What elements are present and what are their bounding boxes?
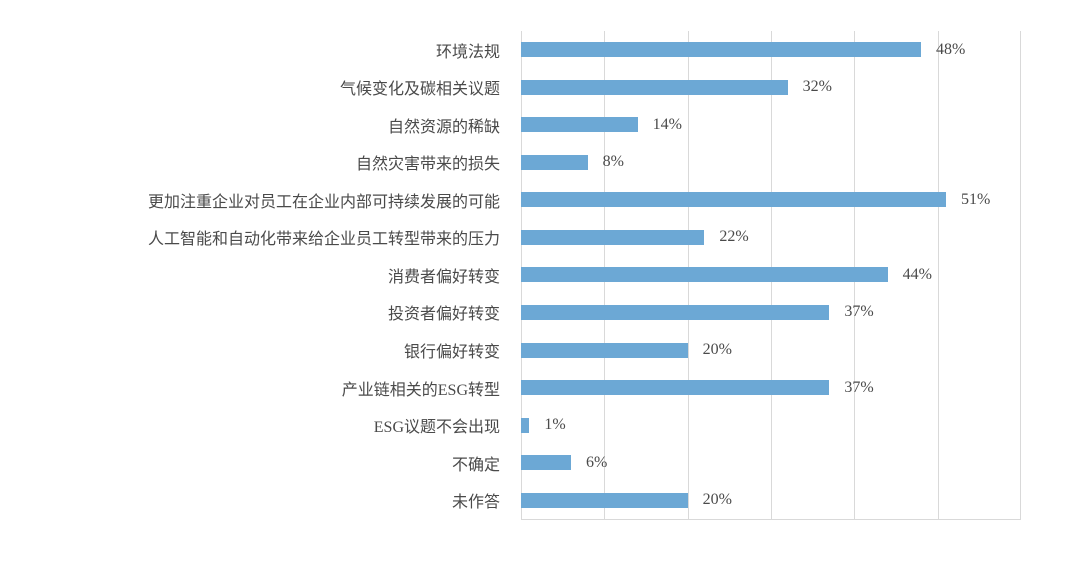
value-label: 44% (902, 265, 932, 283)
category-label: 不确定 (451, 456, 500, 474)
bar (521, 455, 571, 471)
bar-row: 20% (521, 481, 1021, 519)
category-label: 产业链相关的ESG转型 (341, 381, 500, 399)
category-label: 未作答 (451, 494, 500, 512)
bar (521, 342, 688, 358)
value-label: 14% (652, 115, 682, 133)
bar (521, 492, 688, 508)
bar-row: 48% (521, 31, 1021, 69)
bar-row: 8% (521, 144, 1021, 182)
bar-row: 37% (521, 294, 1021, 332)
bar-row: 14% (521, 106, 1021, 144)
bars-layer: 48% 32% 14% 8% 51% 22% 44% 37% 20% 37% 1% 6% 20% (521, 31, 1021, 519)
category-label: 银行偏好转变 (403, 344, 500, 362)
gridline (937, 31, 939, 519)
category-label: 自然灾害带来的损失 (355, 156, 500, 174)
value-label: 20% (702, 491, 732, 509)
value-label: 48% (936, 40, 966, 58)
bar-row: 20% (521, 331, 1021, 369)
value-label: 1% (544, 416, 566, 434)
category-label: 更加注重企业对员工在企业内部可持续发展的可能 (147, 193, 500, 211)
value-label: 20% (702, 341, 732, 359)
category-label: 人工智能和自动化带来给企业员工转型带来的压力 (147, 231, 500, 249)
bar (521, 192, 946, 208)
value-label: 32% (802, 78, 832, 96)
value-label: 37% (844, 303, 874, 321)
value-label: 8% (602, 153, 624, 171)
bar (521, 304, 830, 320)
category-label: 环境法规 (435, 43, 500, 61)
bar-row: 22% (521, 219, 1021, 257)
bar-row: 44% (521, 256, 1021, 294)
bar-row: 32% (521, 69, 1021, 107)
bar (521, 42, 921, 58)
value-label: 37% (844, 378, 874, 396)
category-label: 气候变化及碳相关议题 (339, 81, 500, 99)
value-label: 51% (961, 190, 991, 208)
category-label: 投资者偏好转变 (387, 306, 500, 324)
bar (521, 229, 705, 245)
category-label: ESG议题不会出现 (373, 419, 500, 437)
plot-area: 48% 32% 14% 8% 51% 22% 44% 37% 20% 37% 1% 6% 20% (521, 31, 1021, 520)
bar (521, 267, 888, 283)
bar-row: 37% (521, 369, 1021, 407)
category-axis: 环境法规气候变化及碳相关议题自然资源的稀缺自然灾害带来的损失更加注重企业对员工在… (0, 31, 500, 519)
category-label: 自然资源的稀缺 (387, 118, 500, 136)
bar-row: 6% (521, 444, 1021, 482)
bar-row: 1% (521, 406, 1021, 444)
bar (521, 79, 788, 95)
bar (521, 117, 638, 133)
category-label: 消费者偏好转变 (387, 268, 500, 286)
gridline (1020, 31, 1021, 519)
bar (521, 154, 588, 170)
bar (521, 380, 830, 396)
bar-row: 51% (521, 181, 1021, 219)
value-label: 22% (719, 228, 749, 246)
bar (521, 417, 530, 433)
value-label: 6% (586, 453, 608, 471)
